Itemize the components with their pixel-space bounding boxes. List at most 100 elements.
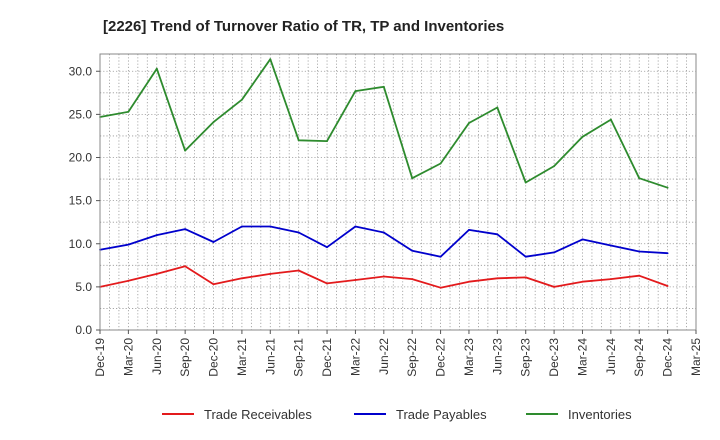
y-axis: 0.0 5.0 10.0 15.0 20.0 25.0 30.0 bbox=[69, 64, 100, 337]
x-tick-label: Mar-20 bbox=[121, 338, 135, 376]
data-point-trade-payables bbox=[241, 225, 243, 228]
y-tick-label: 5.0 bbox=[75, 280, 92, 294]
data-point-trade-receivables bbox=[524, 276, 527, 279]
legend-label-inventories: Inventories bbox=[568, 407, 632, 422]
data-point-trade-receivables bbox=[269, 273, 272, 275]
data-point-trade-receivables bbox=[382, 275, 385, 278]
x-tick-label: Jun-20 bbox=[150, 338, 164, 375]
data-point-trade-payables bbox=[524, 255, 527, 258]
data-point-trade-payables bbox=[638, 250, 641, 253]
data-point-inventories bbox=[666, 186, 669, 189]
grid bbox=[100, 54, 696, 330]
data-point-trade-payables bbox=[184, 228, 187, 230]
data-point-trade-payables bbox=[212, 241, 215, 243]
data-point-inventories bbox=[326, 140, 328, 143]
data-point-trade-receivables bbox=[354, 279, 357, 281]
legend-label-trade-payables: Trade Payables bbox=[396, 407, 487, 422]
y-tick-label: 10.0 bbox=[69, 237, 93, 251]
data-point-trade-payables bbox=[468, 229, 470, 231]
y-tick-label: 0.0 bbox=[75, 323, 92, 337]
data-point-inventories bbox=[269, 58, 272, 61]
data-point-inventories bbox=[609, 118, 612, 121]
x-tick-label: Jun-23 bbox=[490, 338, 504, 375]
x-tick-label: Dec-19 bbox=[93, 338, 107, 377]
x-tick-label: Mar-24 bbox=[575, 338, 589, 376]
y-tick-label: 15.0 bbox=[69, 194, 93, 208]
data-point-inventories bbox=[638, 177, 641, 180]
chart-title: [2226] Trend of Turnover Ratio of TR, TP… bbox=[103, 18, 504, 35]
data-point-inventories bbox=[127, 110, 130, 113]
data-point-trade-payables bbox=[439, 255, 442, 258]
data-point-trade-receivables bbox=[638, 274, 641, 277]
data-point-trade-payables bbox=[354, 225, 357, 228]
data-point-inventories bbox=[241, 98, 243, 101]
data-point-trade-payables bbox=[411, 249, 414, 252]
series-line-inventories bbox=[99, 58, 668, 189]
x-tick-label: Dec-24 bbox=[661, 338, 675, 377]
data-point-trade-receivables bbox=[155, 273, 158, 275]
data-point-trade-payables bbox=[297, 231, 300, 234]
data-point-trade-receivables bbox=[496, 277, 499, 280]
data-point-trade-receivables bbox=[326, 282, 328, 285]
data-point-trade-receivables bbox=[468, 280, 470, 283]
data-point-inventories bbox=[411, 177, 414, 180]
y-tick-label: 20.0 bbox=[69, 151, 93, 165]
data-point-trade-receivables bbox=[297, 269, 300, 272]
x-tick-label: Dec-20 bbox=[207, 338, 221, 377]
data-point-trade-payables bbox=[382, 231, 385, 234]
x-tick-label: Sep-21 bbox=[292, 338, 306, 377]
data-point-trade-receivables bbox=[184, 265, 187, 268]
x-axis: Dec-19 Mar-20 Jun-20 Sep-20 Dec-20 Mar-21 Jun-… bbox=[93, 330, 703, 377]
y-tick-label: 30.0 bbox=[69, 64, 93, 78]
x-tick-label: Dec-21 bbox=[320, 338, 334, 377]
data-point-trade-receivables bbox=[609, 278, 612, 281]
data-point-trade-receivables bbox=[581, 280, 584, 283]
plot-frame bbox=[99, 53, 697, 331]
data-point-inventories bbox=[297, 139, 300, 142]
x-tick-label: Mar-23 bbox=[462, 338, 476, 376]
data-point-trade-payables bbox=[326, 246, 328, 249]
data-point-inventories bbox=[553, 165, 555, 168]
x-tick-label: Dec-23 bbox=[547, 338, 561, 377]
x-tick-label: Mar-21 bbox=[235, 338, 249, 376]
x-tick-label: Sep-23 bbox=[519, 338, 533, 377]
data-point-trade-payables bbox=[581, 238, 584, 241]
data-point-inventories bbox=[439, 162, 442, 165]
data-point-trade-receivables bbox=[439, 286, 442, 289]
x-tick-label: Mar-25 bbox=[689, 338, 703, 376]
data-point-trade-receivables bbox=[553, 285, 555, 288]
data-point-trade-receivables bbox=[241, 277, 243, 280]
data-point-inventories bbox=[581, 135, 584, 138]
data-point-trade-payables bbox=[127, 243, 130, 246]
x-tick-label: Jun-22 bbox=[377, 338, 391, 375]
x-tick-label: Sep-22 bbox=[405, 338, 419, 377]
data-point-trade-payables bbox=[609, 244, 612, 247]
x-tick-label: Jun-21 bbox=[263, 338, 277, 375]
data-point-trade-receivables bbox=[666, 285, 669, 287]
data-point-inventories bbox=[354, 90, 357, 92]
x-tick-label: Jun-24 bbox=[604, 338, 618, 375]
data-point-trade-payables bbox=[155, 234, 158, 237]
data-point-trade-receivables bbox=[127, 279, 130, 282]
data-point-trade-receivables bbox=[212, 283, 215, 286]
data-point-inventories bbox=[212, 121, 215, 124]
x-tick-label: Sep-24 bbox=[632, 338, 646, 377]
data-point-trade-payables bbox=[666, 252, 669, 255]
data-point-trade-payables bbox=[553, 251, 555, 254]
legend-label-trade-receivables: Trade Receivables bbox=[204, 407, 312, 422]
data-point-inventories bbox=[468, 122, 470, 124]
x-tick-label: Sep-20 bbox=[178, 338, 192, 377]
x-tick-label: Mar-22 bbox=[348, 338, 362, 376]
legend: Trade Receivables Trade Payables Inventori… bbox=[162, 407, 632, 422]
data-point-inventories bbox=[524, 181, 527, 184]
data-point-trade-payables bbox=[496, 233, 499, 236]
data-point-trade-receivables bbox=[411, 278, 414, 281]
x-tick-label: Dec-22 bbox=[434, 338, 448, 377]
data-point-trade-payables bbox=[269, 225, 272, 228]
series-layer bbox=[99, 58, 669, 289]
data-point-inventories bbox=[496, 106, 499, 109]
data-point-inventories bbox=[382, 85, 385, 88]
data-point-inventories bbox=[155, 67, 158, 70]
y-tick-label: 25.0 bbox=[69, 107, 93, 121]
